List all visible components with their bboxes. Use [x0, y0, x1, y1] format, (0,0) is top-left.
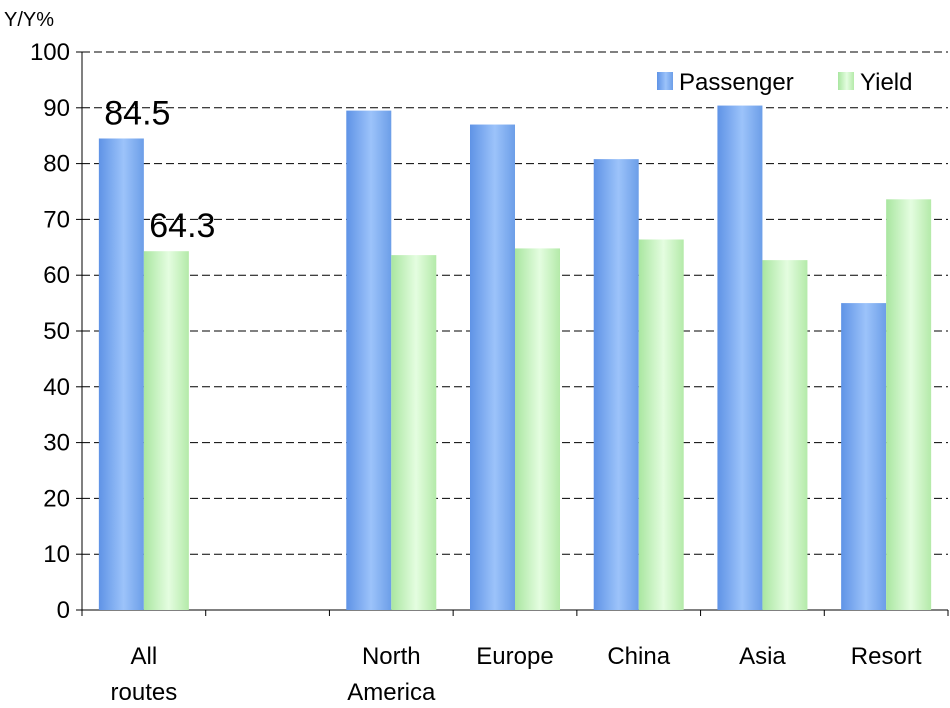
category-label: North	[362, 643, 421, 670]
y-unit-label: Y/Y%	[4, 9, 54, 31]
labels: 0 10 20 30 40 50 60 70 80 90 100 Y/Y% All routes North…	[4, 9, 922, 706]
y-tick-label: 60	[43, 262, 70, 289]
y-tick-label: 0	[57, 597, 70, 624]
bar-passenger-5	[717, 105, 763, 611]
bar-passenger-4	[593, 159, 639, 611]
bar-yield-4	[638, 239, 684, 610]
legend-label-0: Passenger	[679, 69, 794, 96]
y-tick-label: 80	[43, 151, 70, 178]
y-tick-label: 20	[43, 485, 70, 512]
data-label: 84.5	[104, 94, 170, 132]
bar-passenger-3	[470, 124, 515, 610]
bar-passenger-6	[841, 303, 887, 610]
bar-yield-6	[886, 199, 932, 610]
y-tick-label: 90	[43, 95, 70, 122]
y-tick-label: 10	[43, 541, 70, 568]
category-label: America	[347, 679, 436, 706]
y-tick-label: 70	[43, 206, 70, 233]
legend: Passenger Yield	[657, 69, 912, 96]
category-label: routes	[111, 679, 178, 706]
y-tick-label: 50	[43, 318, 70, 345]
bar-yield-0	[143, 251, 189, 610]
legend-swatch-1	[838, 72, 854, 90]
category-label: Resort	[851, 643, 922, 670]
data-label: 64.3	[149, 207, 215, 245]
bar-yield-5	[762, 260, 808, 610]
bar-yield-3	[515, 248, 560, 610]
bars	[98, 105, 932, 611]
y-tick-label: 30	[43, 430, 70, 457]
category-label: Asia	[739, 643, 786, 670]
y-tick-label: 100	[30, 39, 70, 66]
bar-yield-2	[391, 255, 437, 610]
bar-passenger-2	[346, 110, 392, 610]
y-tick-label: 40	[43, 374, 70, 401]
bar-passenger-0	[98, 138, 144, 611]
legend-label-1: Yield	[860, 69, 912, 96]
category-label: China	[607, 643, 670, 670]
category-label: All	[131, 643, 158, 670]
category-label: Europe	[476, 643, 553, 670]
legend-swatch-0	[657, 72, 673, 90]
